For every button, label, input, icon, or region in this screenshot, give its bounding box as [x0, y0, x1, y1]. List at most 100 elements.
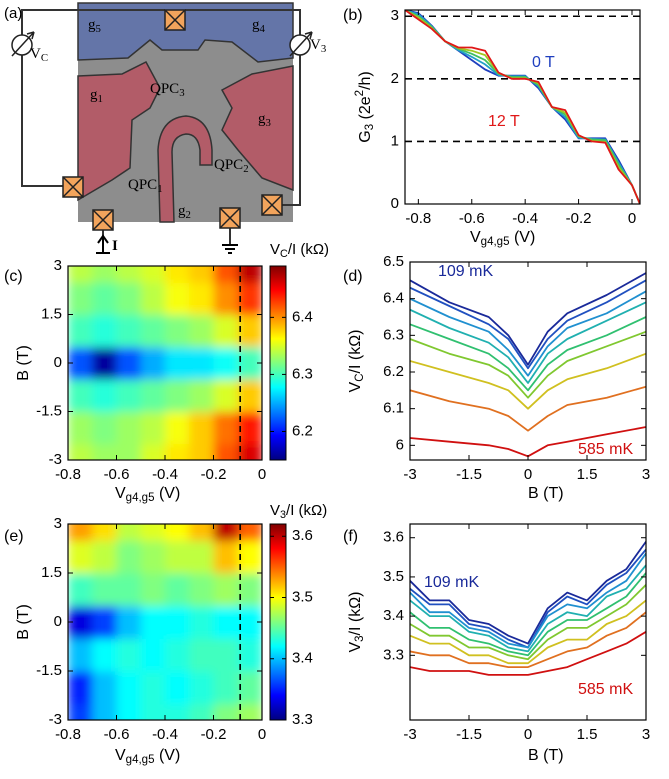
heatmap-cell — [68, 443, 93, 460]
text-part: 2 — [186, 209, 191, 221]
text-part: 3 — [321, 43, 326, 55]
heatmap-cell — [165, 379, 190, 412]
text-part: g — [178, 203, 186, 219]
text-part: QPC — [128, 177, 157, 193]
heatmap-cell — [140, 314, 166, 348]
x-tick-label: -0.4 — [152, 466, 178, 483]
heatmap-cell — [189, 346, 214, 380]
text-part: 1 — [98, 93, 103, 105]
heatmap-cell — [116, 605, 142, 639]
red-region-g1 — [77, 61, 161, 202]
x-tick-label: 0 — [524, 726, 532, 743]
heatmap-cell — [68, 703, 93, 720]
text-part: g4,g5 — [126, 754, 155, 766]
heatmap-cell — [140, 638, 166, 672]
heatmap-cell — [116, 703, 142, 720]
x-tick-label: 1.5 — [577, 466, 598, 483]
heatmap-cell — [92, 379, 117, 412]
heatmap-cell — [116, 540, 142, 574]
y-tick-label: 1 — [391, 132, 399, 149]
plot-area — [68, 524, 262, 720]
text-part: B (T) — [528, 747, 564, 764]
text-part: g — [90, 87, 98, 103]
x-axis-label: Vg4,g5 (V) — [115, 485, 180, 504]
text-part: V — [115, 485, 126, 502]
data-line — [410, 385, 646, 432]
heatmap-cell — [189, 443, 214, 460]
y-tick-label: 0 — [54, 354, 62, 371]
heatmap-cell — [237, 282, 262, 315]
x-tick-label: -0.8 — [55, 466, 81, 483]
x-tick-label: -1.5 — [456, 466, 482, 483]
text-part: V — [115, 747, 126, 764]
diagram-label: g4 — [252, 17, 266, 35]
panel-label: (f) — [343, 528, 358, 545]
diagram-label: g1 — [90, 87, 103, 105]
heatmap-cell — [116, 443, 142, 460]
data-line — [410, 316, 646, 392]
diagram-label: V3 — [310, 37, 326, 55]
contacts — [62, 9, 283, 231]
text-part: g — [258, 111, 266, 127]
data-line — [410, 611, 646, 668]
y-tick-label: 3 — [391, 7, 399, 24]
data-line — [410, 541, 646, 645]
text-part: g — [252, 17, 260, 33]
heatmap-cell — [92, 282, 117, 315]
panel-label: (b) — [343, 7, 363, 24]
text-part: V — [30, 46, 41, 62]
heatmap-cell — [165, 443, 190, 460]
plot-area — [410, 272, 646, 458]
heatmap-cell — [213, 282, 239, 315]
x-tick-label: 0 — [258, 726, 266, 743]
heatmap-cell — [165, 314, 190, 348]
plot-area — [410, 541, 646, 676]
heatmap-cell — [92, 573, 117, 607]
heatmap-cell — [213, 346, 239, 380]
data-line — [410, 552, 646, 649]
colorbar-tick-label: 3.5 — [292, 588, 313, 605]
red-region-g2 — [157, 115, 213, 223]
text-part: QPC — [150, 81, 179, 97]
colorbar-tick-label: 3.3 — [292, 711, 313, 728]
heatmap — [68, 524, 262, 720]
heatmap-cell — [189, 638, 214, 672]
heatmap-cell — [237, 314, 262, 348]
heatmap-cell — [140, 346, 166, 380]
heatmap-cell — [213, 605, 239, 639]
text-part: 3 — [179, 87, 184, 99]
heatmap-cell — [92, 346, 117, 380]
diagram-label: QPC1 — [128, 177, 163, 195]
heatmap-cell — [237, 411, 262, 445]
annotation: 12 T — [488, 113, 520, 130]
plot-area — [68, 266, 262, 460]
heatmap-cell — [189, 524, 214, 541]
text-part: V — [270, 241, 280, 258]
heatmap-cell — [189, 671, 214, 705]
heatmap-cell — [237, 703, 262, 720]
heatmap-cell — [68, 266, 93, 283]
x-tick-label: -0.6 — [459, 210, 485, 227]
text-part: B (T) — [15, 604, 32, 640]
text-part: /h) — [357, 71, 374, 90]
heatmap-cell — [140, 411, 166, 445]
data-line — [405, 10, 640, 204]
heatmap-cell — [213, 540, 239, 574]
data-line — [410, 279, 646, 370]
text-part: V — [347, 642, 364, 653]
colorbar — [269, 523, 287, 721]
heatmap-cell — [213, 524, 239, 541]
y-tick-label: 2 — [391, 70, 399, 87]
heatmap-cell — [116, 524, 142, 541]
data-line — [405, 10, 640, 204]
colorbar-tick-label: 6.2 — [292, 422, 313, 439]
data-line — [405, 10, 640, 204]
y-axis-label: B (T) — [15, 604, 32, 640]
text-part: C — [354, 373, 366, 381]
heatmap-cell — [189, 266, 214, 283]
heatmap-cell — [116, 282, 142, 315]
heatmap-cell — [165, 605, 190, 639]
text-part: 3 — [266, 117, 271, 129]
text-part: g4,g5 — [126, 492, 155, 504]
